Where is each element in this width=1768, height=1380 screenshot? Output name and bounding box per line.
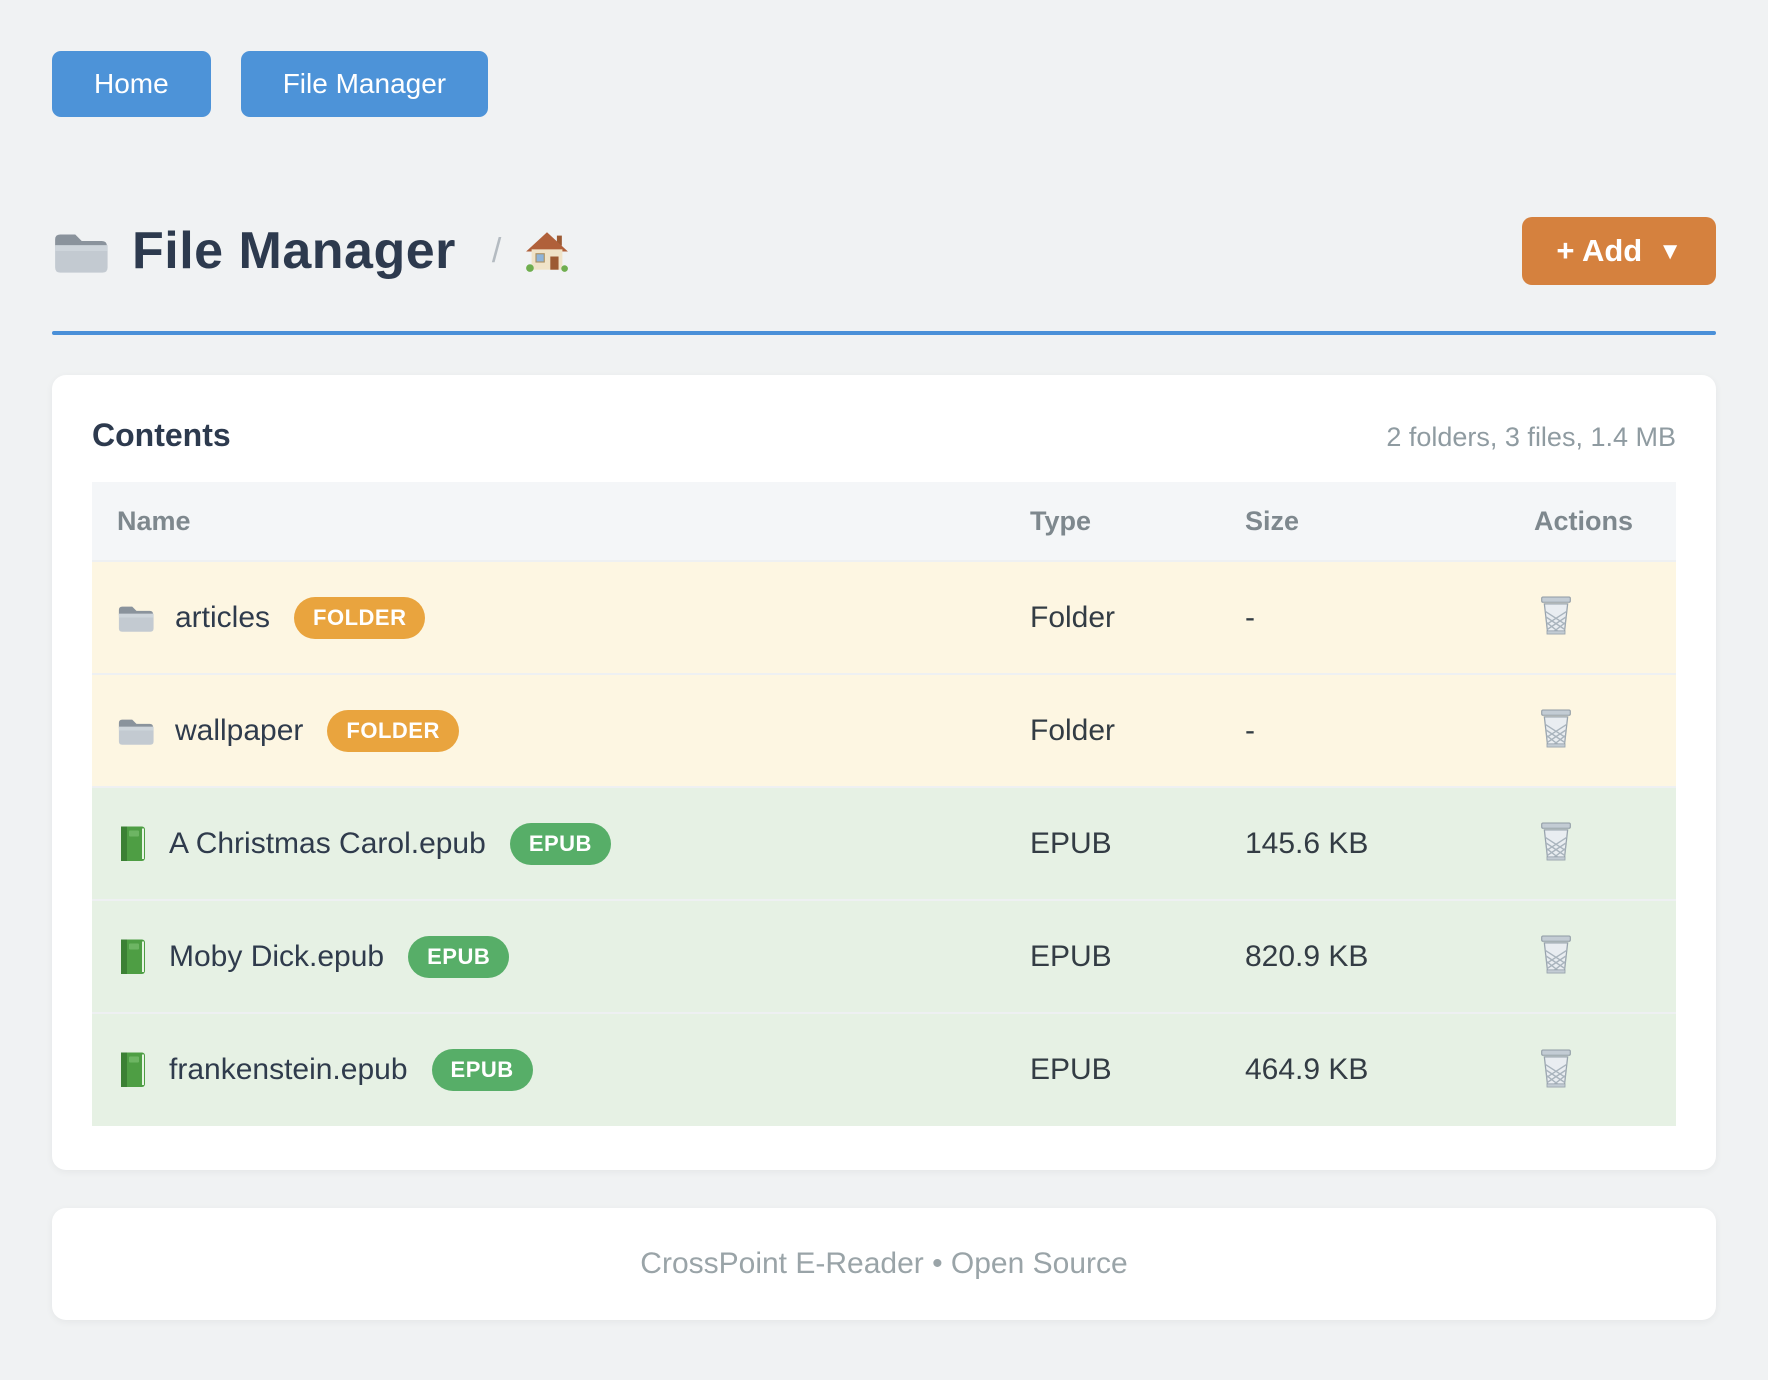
trash-icon: [1538, 708, 1574, 749]
type-badge: FOLDER: [294, 596, 426, 639]
type-badge: FOLDER: [327, 709, 459, 752]
type-badge: EPUB: [431, 1049, 533, 1091]
actions-cell: [1509, 561, 1676, 674]
type-cell: Folder: [1030, 600, 1116, 634]
table-row[interactable]: A Christmas Carol.epub EPUB EPUB 145.6 K…: [92, 787, 1676, 900]
name-cell: frankenstein.epub EPUB: [92, 1013, 1005, 1126]
contents-card: Contents 2 folders, 3 files, 1.4 MB Name…: [52, 375, 1716, 1170]
type-cell: Folder: [1030, 713, 1116, 747]
delete-button[interactable]: [1534, 1044, 1578, 1093]
type-badge: EPUB: [509, 822, 611, 865]
trash-icon: [1538, 1048, 1574, 1089]
file-name-link[interactable]: frankenstein.epub: [169, 1053, 408, 1086]
file-name-link[interactable]: Moby Dick.epub: [169, 939, 385, 973]
file-manager-page: Home File Manager File Manager /: [52, 51, 1716, 1320]
green-book-icon: [117, 938, 149, 976]
title-wrap: File Manager /: [52, 221, 569, 281]
size-cell: -: [1245, 600, 1255, 634]
trash-icon: [1538, 934, 1574, 975]
size-cell: 145.6 KB: [1245, 826, 1369, 860]
delete-button[interactable]: [1534, 704, 1578, 753]
size-cell: 464.9 KB: [1245, 1053, 1369, 1086]
type-cell: EPUB: [1030, 1053, 1112, 1086]
contents-summary: 2 folders, 3 files, 1.4 MB: [1386, 422, 1676, 452]
column-header-type: Type: [1030, 505, 1092, 536]
delete-button[interactable]: [1534, 591, 1578, 640]
size-cell: 820.9 KB: [1245, 939, 1369, 973]
caret-down-icon: ▼: [1658, 238, 1682, 265]
nav-file-manager-button[interactable]: File Manager: [240, 51, 489, 117]
table-row[interactable]: wallpaper FOLDER Folder -: [92, 674, 1676, 787]
name-cell: articles FOLDER: [92, 561, 1005, 674]
breadcrumb-separator: /: [491, 231, 502, 270]
trash-icon: [1538, 595, 1574, 636]
file-table: Name Type Size Actions: [92, 482, 1676, 1126]
delete-button[interactable]: [1534, 930, 1578, 979]
breadcrumb-house-icon[interactable]: [525, 230, 569, 272]
folder-icon: [117, 602, 155, 633]
folder-icon: [52, 228, 110, 274]
card-header: Contents 2 folders, 3 files, 1.4 MB: [92, 417, 1676, 454]
page-title: File Manager: [132, 222, 456, 280]
actions-cell: [1509, 787, 1676, 900]
size-cell: -: [1245, 713, 1255, 747]
table-row[interactable]: articles FOLDER Folder -: [92, 561, 1676, 674]
name-cell: Moby Dick.epub EPUB: [92, 900, 1005, 1013]
folder-icon: [117, 715, 155, 746]
table-header-row: Name Type Size Actions: [92, 482, 1676, 561]
contents-heading: Contents: [92, 417, 231, 453]
file-name-link[interactable]: wallpaper: [175, 713, 304, 747]
table-row[interactable]: Moby Dick.epub EPUB EPUB 820.9 KB: [92, 900, 1676, 1013]
actions-cell: [1509, 900, 1676, 1013]
type-cell: EPUB: [1030, 939, 1112, 973]
table-row[interactable]: frankenstein.epub EPUB EPUB 464.9 KB: [92, 1013, 1676, 1126]
top-nav: Home File Manager: [52, 51, 1716, 117]
type-cell: EPUB: [1030, 826, 1112, 860]
nav-home-button[interactable]: Home: [52, 51, 211, 117]
add-button[interactable]: + Add ▼: [1522, 217, 1716, 285]
file-name-link[interactable]: A Christmas Carol.epub: [169, 826, 486, 860]
green-book-icon: [117, 825, 149, 863]
add-button-label: + Add: [1556, 233, 1643, 268]
green-book-icon: [117, 1051, 149, 1089]
file-name-link[interactable]: articles: [175, 600, 271, 634]
delete-button[interactable]: [1534, 817, 1578, 866]
column-header-size: Size: [1245, 505, 1300, 536]
actions-cell: [1509, 674, 1676, 787]
name-cell: A Christmas Carol.epub EPUB: [92, 787, 1005, 900]
footer: CrossPoint E-Reader • Open Source: [52, 1208, 1716, 1320]
trash-icon: [1538, 821, 1574, 862]
name-cell: wallpaper FOLDER: [92, 674, 1005, 787]
column-header-name: Name: [117, 505, 191, 536]
column-header-actions: Actions: [1534, 505, 1634, 536]
header-divider: [52, 331, 1716, 335]
type-badge: EPUB: [408, 935, 510, 978]
page-header: File Manager / + Add ▼: [52, 217, 1716, 285]
actions-cell: [1509, 1013, 1676, 1126]
footer-text: CrossPoint E-Reader • Open Source: [640, 1247, 1128, 1280]
